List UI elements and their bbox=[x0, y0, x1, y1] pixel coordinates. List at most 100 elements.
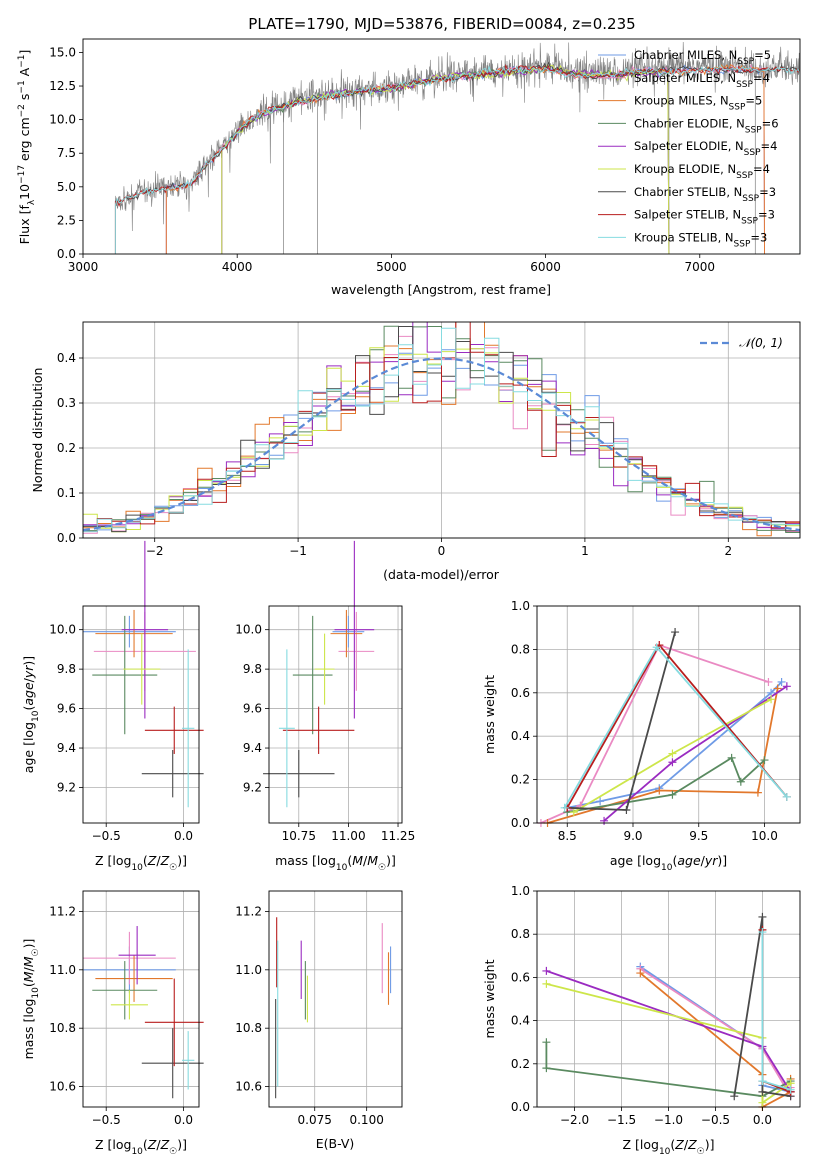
weights-kroupa-stelib bbox=[560, 643, 791, 812]
weight-marker bbox=[542, 1064, 551, 1073]
axes-frame bbox=[268, 605, 403, 824]
ticks-weights-age: 8.5 9.0 9.5 10.0 0.0 0.2 0.4 0.6 0.8 1.0 bbox=[511, 599, 778, 843]
y-tick-label: 0.2 bbox=[511, 773, 530, 787]
weight-marker bbox=[668, 790, 677, 799]
panel-mass-age: 10.75 11.00 11.25 9.2 9.4 9.6 9.8 10.0 mass [log… bbox=[235, 540, 415, 873]
x-tick-label: 8.5 bbox=[558, 829, 577, 843]
weight-marker bbox=[764, 677, 773, 686]
ticks-weights-Z: −2.0 −1.5 −1.0 −0.5 0.0 0.0 0.2 0.4 0.6 0.8 1.0 bbox=[511, 884, 772, 1127]
legend-label: Kroupa STELIB, NSSP=3 bbox=[634, 230, 767, 249]
weight-line bbox=[545, 1042, 792, 1098]
panel-EBV-mass: 0.075 0.100 10.6 10.8 11.0 11.2 E(B-V) bbox=[235, 890, 403, 1151]
weight-marker bbox=[542, 966, 551, 975]
x-axis-label: wavelength [Angstrom, rest frame] bbox=[331, 282, 551, 297]
ticks-spectrum: 3000 4000 5000 6000 7000 0.0 2.5 5.0 7.5 10.0 12.5… bbox=[49, 45, 715, 274]
y-tick-label: 11.0 bbox=[235, 963, 262, 977]
y-tick-label: 9.2 bbox=[57, 780, 76, 794]
y-tick-label: 0.2 bbox=[57, 441, 76, 455]
y-tick-label: 10.0 bbox=[49, 113, 76, 127]
plot-area-Z-age bbox=[83, 540, 204, 808]
weight-marker bbox=[542, 979, 551, 988]
weights-kroupa-elodie bbox=[569, 695, 776, 817]
y-axis-label: Flux [fλ10−17 erg cm−2 s−1 A−1] bbox=[17, 50, 37, 245]
weight-marker bbox=[758, 928, 767, 937]
y-tick-label: 0.1 bbox=[57, 486, 76, 500]
y-tick-label: 0.6 bbox=[511, 686, 530, 700]
weight-marker bbox=[758, 1098, 767, 1107]
normal-curve bbox=[83, 357, 800, 532]
y-axis-label: age [log10(age/yr)] bbox=[21, 656, 41, 773]
legend: Chabrier MILES, NSSP=5 Salpeter MILES, NS… bbox=[598, 48, 779, 249]
histogram-kroupa-stelib bbox=[83, 327, 800, 538]
y-tick-label: 9.8 bbox=[57, 662, 76, 676]
errorbar-kroupa-elodie bbox=[314, 633, 335, 705]
y-tick-label: 0.8 bbox=[511, 927, 530, 941]
x-axis-label: Z [log10(Z/Z☉)] bbox=[622, 1137, 714, 1157]
y-tick-label: 10.8 bbox=[235, 1021, 262, 1035]
weight-marker bbox=[542, 1038, 551, 1047]
y-tick-label: 11.2 bbox=[235, 904, 262, 918]
y-tick-label: 9.6 bbox=[57, 702, 76, 716]
weight-marker bbox=[758, 912, 767, 921]
grid-mass-age bbox=[269, 606, 402, 823]
x-tick-label: −1.5 bbox=[607, 1113, 636, 1127]
weight-marker bbox=[786, 1085, 795, 1094]
model-spectrum-chabrier-elodie bbox=[221, 67, 670, 254]
weight-line bbox=[761, 932, 791, 1091]
panel-Z-mass: −0.5 0.0 10.6 10.8 11.0 11.2 Z [log10(Z/Z☉)] ma… bbox=[21, 890, 204, 1157]
x-tick-label: 10.0 bbox=[751, 829, 778, 843]
y-tick-label: 0.8 bbox=[511, 642, 530, 656]
y-tick-label: 1.0 bbox=[511, 599, 530, 613]
y-tick-label: 0.0 bbox=[511, 816, 530, 830]
histogram-salpeter-stelib bbox=[83, 322, 800, 538]
x-tick-label: 0.0 bbox=[174, 829, 193, 843]
ticks-mass-age: 10.75 11.00 11.25 9.2 9.4 9.6 9.8 10.0 bbox=[235, 623, 415, 843]
x-tick-label: −1 bbox=[289, 544, 307, 558]
errorbar-salpeter-stelib bbox=[144, 706, 204, 754]
model-spectrum-salpeter-elodie bbox=[221, 67, 670, 254]
x-tick-label: −0.5 bbox=[92, 1113, 121, 1127]
plot-area-EBV-mass bbox=[275, 917, 392, 1099]
y-tick-label: 9.2 bbox=[243, 780, 262, 794]
y-tick-label: 7.5 bbox=[57, 146, 76, 160]
errorbar-salpeter-elodie bbox=[118, 926, 156, 985]
errorbar-salpeter-elodie bbox=[334, 540, 375, 719]
weight-line bbox=[567, 681, 783, 809]
ticks-Z-mass: −0.5 0.0 10.6 10.8 11.0 11.2 bbox=[49, 904, 193, 1127]
weight-marker bbox=[560, 803, 569, 812]
errorbar-salpeter-stelib bbox=[282, 706, 355, 754]
legend-label: Chabrier STELIB, NSSP=3 bbox=[634, 185, 776, 204]
y-tick-label: 0.0 bbox=[57, 247, 76, 261]
panel-spectrum: 3000 4000 5000 6000 7000 0.0 2.5 5.0 7.5 10.0 12.5… bbox=[17, 38, 801, 297]
axes-frame bbox=[536, 890, 801, 1108]
grid-EBV-mass bbox=[269, 891, 402, 1107]
legend-label: 𝒩(0, 1) bbox=[739, 336, 783, 350]
weight-line bbox=[563, 645, 788, 809]
weight-marker bbox=[760, 756, 769, 765]
errorbar-salpeter-miles bbox=[83, 931, 176, 985]
y-tick-label: 0.3 bbox=[57, 396, 76, 410]
weight-marker bbox=[736, 777, 745, 786]
errorbar-chabrier-miles bbox=[332, 615, 365, 648]
y-tick-label: 10.6 bbox=[49, 1080, 76, 1094]
ticks-EBV-mass: 0.075 0.100 10.6 10.8 11.0 11.2 bbox=[235, 904, 384, 1127]
x-tick-label: 6000 bbox=[530, 260, 561, 274]
weights-kroupa-stelib bbox=[758, 928, 795, 1094]
y-tick-label: 0.4 bbox=[57, 351, 76, 365]
y-tick-label: 0.2 bbox=[511, 1057, 530, 1071]
y-axis-label: mass weight bbox=[482, 959, 497, 1038]
figure-title: PLATE=1790, MJD=53876, FIBERID=0084, z=0… bbox=[248, 15, 635, 33]
weight-line bbox=[540, 643, 769, 824]
y-tick-label: 10.6 bbox=[235, 1080, 262, 1094]
legend-label: Kroupa MILES, NSSP=5 bbox=[634, 94, 762, 113]
axes-frame bbox=[268, 890, 403, 1108]
x-tick-label: 0.100 bbox=[349, 1113, 383, 1127]
legend-label: Chabrier ELODIE, NSSP=6 bbox=[634, 116, 779, 135]
legend-label: Salpeter STELIB, NSSP=3 bbox=[634, 208, 775, 227]
axes-frame bbox=[536, 605, 801, 824]
legend-label: Kroupa ELODIE, NSSP=4 bbox=[634, 162, 770, 181]
y-tick-label: 15.0 bbox=[49, 45, 76, 59]
weight-marker bbox=[782, 682, 791, 691]
weight-marker bbox=[596, 797, 605, 806]
